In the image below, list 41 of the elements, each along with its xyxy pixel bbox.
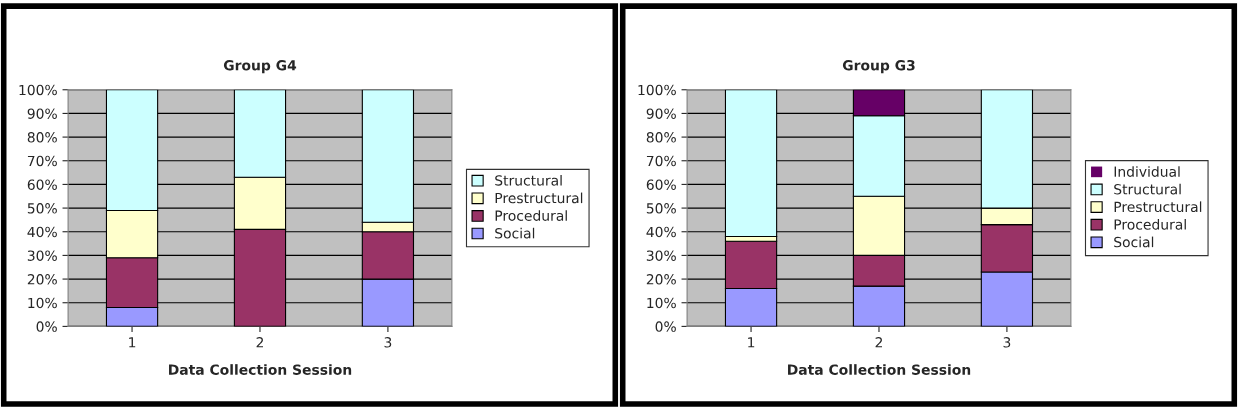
x-tick-label: 3 (384, 337, 392, 348)
legend-label: Procedural (495, 210, 567, 221)
legend-label: Social (495, 227, 535, 239)
legend-label: Structural (1114, 183, 1181, 195)
y-tick-label: 90% (27, 108, 57, 119)
y-tick-label: 20% (27, 274, 57, 285)
y-tick-label: 0% (36, 321, 57, 332)
y-tick-label: 0% (655, 321, 676, 332)
x-tick-label: 3 (1003, 337, 1011, 348)
legend-label: Prestructural (1114, 201, 1202, 213)
chart-title: Group G4 (223, 60, 297, 74)
legend-label: Individual (1114, 166, 1180, 177)
x-tick-label: 1 (129, 337, 136, 348)
x-axis-title: Data Collection Session (788, 364, 971, 375)
y-tick-label: 50% (27, 203, 57, 214)
y-tick-label: 80% (646, 132, 676, 143)
legend-label: Procedural (1114, 218, 1186, 230)
x-tick-label: 2 (875, 337, 883, 348)
chart-title: Group G3 (842, 60, 915, 74)
y-tick-label: 10% (647, 297, 676, 309)
y-tick-label: 30% (27, 250, 57, 261)
y-tick-label: 10% (28, 297, 57, 309)
y-tick-label: 100% (638, 84, 676, 96)
y-tick-label: 40% (646, 226, 676, 238)
y-tick-label: 20% (646, 274, 676, 285)
x-tick-label: 2 (256, 337, 264, 348)
y-tick-label: 40% (27, 226, 57, 238)
y-tick-label: 60% (646, 179, 676, 190)
y-tick-label: 70% (27, 155, 57, 167)
y-tick-label: 30% (646, 250, 676, 261)
x-tick-label: 1 (748, 337, 755, 348)
legend-label: Structural (495, 174, 562, 186)
y-tick-label: 80% (27, 132, 57, 143)
legend-label: Social (1114, 236, 1154, 248)
x-axis-title: Data Collection Session (169, 364, 352, 375)
y-tick-label: 50% (646, 203, 676, 214)
legend-label: Prestructural (495, 192, 583, 204)
y-tick-label: 90% (646, 108, 676, 119)
y-tick-label: 100% (19, 84, 57, 96)
y-tick-label: 60% (27, 179, 57, 190)
y-tick-label: 70% (646, 155, 676, 167)
